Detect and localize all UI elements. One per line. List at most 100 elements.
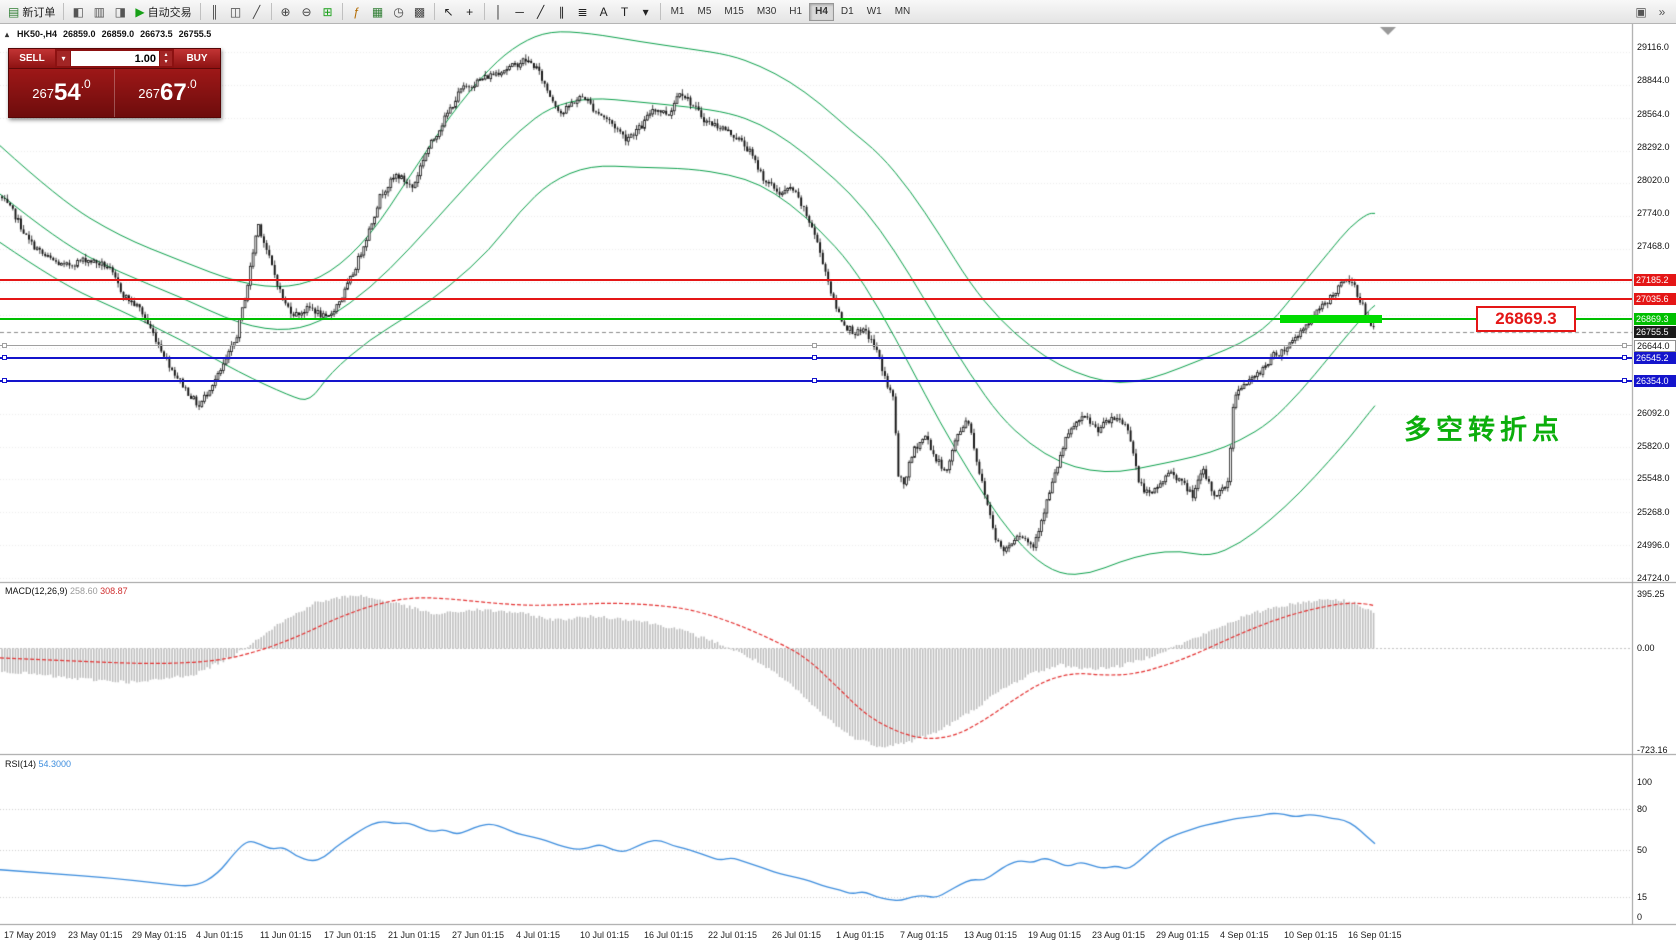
buy-price-big: 67 [159,79,187,106]
toolbar-customize-icon[interactable]: ▣ [1631,2,1651,22]
time-axis-label: 27 Jun 01:15 [452,930,505,940]
timeframe-mn-button[interactable]: MN [894,6,911,17]
indicators-icon[interactable]: ƒ [347,2,367,22]
macd-name: MACD(12,26,9) [5,586,68,596]
charts-window-icon[interactable]: ◧ [68,2,88,22]
rsi-scale-label: 100 [1637,777,1653,787]
line-handle[interactable] [1622,342,1627,348]
volume-dropdown-icon[interactable]: ▾ [57,51,70,66]
time-axis-label: 19 Aug 01:15 [1028,930,1082,940]
navigator-icon[interactable]: ◨ [110,2,130,22]
price-divider [114,69,115,117]
new-chart-icon[interactable]: ▦ [368,2,388,22]
macd-scale-label: -723.16 [1637,744,1668,755]
price-level-line[interactable] [0,297,1632,300]
ohlc-high: 26859.0 [101,29,135,39]
macd-scale-label: 0.00 [1637,643,1655,653]
toolbar-overflow-icon[interactable]: » [1652,2,1672,22]
buy-price[interactable]: 267 67.0 [115,69,220,117]
volume-spinner[interactable]: ▴ ▾ [160,51,172,66]
ohlc-low: 26673.5 [140,29,173,39]
line-handle[interactable] [812,342,817,348]
timeframe-d1-button[interactable]: D1 [840,6,854,17]
sell-price-sup: .0 [80,77,91,91]
line-handle[interactable] [812,377,817,383]
timeframe-h4-button[interactable]: H4 [809,2,834,21]
line-handle[interactable] [2,377,7,383]
timeframe-h1-button[interactable]: H1 [789,6,803,17]
candlestick-chart-icon[interactable]: ◫ [226,2,246,22]
period-icon[interactable]: ◷ [389,2,409,22]
green-highlight-zone[interactable] [1280,314,1382,323]
price-level-line[interactable] [0,317,1632,320]
text-label-icon[interactable]: A [594,2,614,22]
horizontal-line-icon[interactable]: ─ [510,2,530,22]
crosshair-icon[interactable]: + [460,2,480,22]
tile-windows-icon[interactable]: ⊞ [318,2,338,22]
price-level-label: 27035.6 [1634,292,1676,305]
time-axis-label: 23 May 01:15 [68,930,123,940]
spinner-up-icon: ▴ [164,51,168,58]
bar-chart-icon[interactable]: ║ [205,2,225,22]
price-chart-canvas[interactable] [0,24,1676,948]
indicators-icon: ƒ [353,4,360,19]
zoom-in-icon[interactable]: ⊕ [276,2,296,22]
line-chart-icon: ╱ [252,4,261,19]
sell-price[interactable]: 267 54.0 [9,69,114,117]
toolbar-separator [341,3,343,20]
autotrading-button[interactable]: ▶ 自动交易 [131,2,195,22]
arrows-tool-icon[interactable]: T [615,2,635,22]
price-axis-tick: 26092.0 [1637,407,1670,418]
macd-signal-value: 308.87 [100,586,128,596]
volume-input[interactable]: 1.00 [71,51,159,66]
timeframe-m30-button[interactable]: M30 [756,6,777,17]
line-handle[interactable] [1622,354,1627,360]
price-axis-tick: 25548.0 [1637,473,1670,484]
line-chart-icon[interactable]: ╱ [247,2,267,22]
trade-panel-collapse-icon[interactable]: ▴ [5,29,10,39]
fibonacci-icon[interactable]: ≣ [573,2,593,22]
chart-annotation-text[interactable]: 多空转折点 [1404,415,1564,445]
line-handle[interactable] [2,354,7,360]
vertical-line-icon[interactable]: │ [489,2,509,22]
price-level-line[interactable] [0,279,1632,282]
price-callout-box[interactable]: 26869.3 [1476,305,1576,332]
one-click-trading-panel: SELL ▾ 1.00 ▴ ▾ BUY 267 54.0 267 67.0 [8,48,221,118]
toolbar-customize-icon: ▣ [1635,4,1647,19]
price-axis-tick: 25820.0 [1637,440,1670,451]
zoom-out-icon[interactable]: ⊖ [297,2,317,22]
sell-button[interactable]: SELL [9,49,55,69]
trendline-icon[interactable]: ╱ [531,2,551,22]
line-handle[interactable] [1622,377,1627,383]
candlestick-chart-icon: ◫ [229,4,242,19]
toolbar-separator [483,3,485,20]
tile-windows-icon: ⊞ [322,4,333,19]
time-axis-label: 11 Jun 01:15 [260,930,312,940]
chart-properties-icon[interactable]: ▩ [410,2,430,22]
cursor-icon[interactable]: ↖ [439,2,459,22]
timeframe-m15-button[interactable]: M15 [724,6,744,17]
timeframe-w1-button[interactable]: W1 [866,6,882,17]
charts-window-icon: ◧ [72,4,85,19]
new-order-button[interactable]: ▤ 新订单 [4,2,59,22]
line-handle[interactable] [812,354,817,360]
line-handle[interactable] [2,342,7,348]
shapes-dropdown-icon[interactable]: ▾ [636,2,656,22]
text-label-icon: A [599,4,608,19]
equidistant-channel-icon[interactable]: ∥ [552,2,572,22]
fibonacci-icon: ≣ [577,4,588,19]
time-axis-label: 29 Aug 01:15 [1156,930,1210,940]
buy-price-prefix: 267 [138,85,160,101]
rsi-value: 54.3000 [38,759,72,769]
time-axis-label: 1 Aug 01:15 [836,930,885,940]
price-level-label: 26354.0 [1634,374,1676,387]
market-watch-icon[interactable]: ▥ [89,2,109,22]
timeframe-m5-button[interactable]: M5 [697,6,712,17]
trade-panel-top-row: SELL ▾ 1.00 ▴ ▾ BUY [9,49,220,69]
toolbar-separator [433,3,435,20]
time-axis-label: 10 Sep 01:15 [1284,930,1338,940]
timeframe-m1-button[interactable]: M1 [670,6,685,17]
buy-button[interactable]: BUY [174,49,220,69]
spinner-down-icon: ▾ [164,58,168,65]
time-axis-label: 16 Jul 01:15 [644,930,694,940]
